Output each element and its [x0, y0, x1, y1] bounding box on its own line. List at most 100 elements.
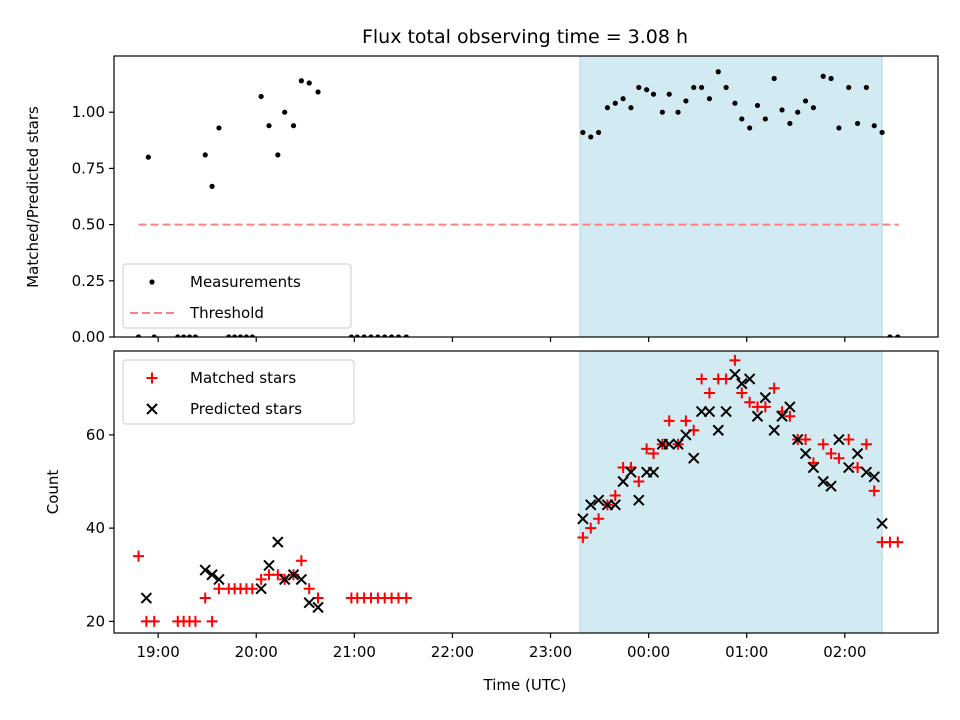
data-point-measurement [145, 154, 151, 160]
data-point-predicted-stars [672, 438, 684, 450]
data-point-matched-stars [609, 489, 621, 501]
data-point-predicted-stars [868, 471, 880, 483]
data-point-measurement [683, 98, 689, 104]
data-point-measurement [887, 334, 893, 337]
data-point-predicted-stars [799, 447, 812, 460]
data-point-matched-stars [729, 354, 741, 366]
data-point-measurement [348, 334, 354, 337]
data-point-measurement [620, 96, 626, 102]
data-point-measurement [828, 75, 834, 82]
data-point-matched-stars [696, 373, 708, 385]
data-point-measurement [779, 107, 785, 113]
data-point-matched-stars [213, 583, 225, 595]
data-point-predicted-stars [303, 596, 315, 609]
data-point-measurement [186, 334, 193, 337]
legend-marker-x [146, 403, 158, 415]
data-point-measurement [732, 100, 738, 106]
data-point-measurement [226, 334, 232, 337]
data-point-predicted-stars [663, 438, 675, 450]
data-point-matched-stars [817, 438, 829, 450]
data-point-measurement [135, 334, 142, 337]
data-point-measurement [306, 80, 312, 86]
data-point-matched-stars [255, 573, 267, 585]
top-y-axis-label: Matched/Predicted stars [24, 106, 42, 288]
data-point-measurement [636, 84, 642, 91]
bottom-legend-box [122, 359, 355, 425]
data-point-measurement [871, 123, 877, 129]
data-point-measurement [266, 123, 272, 129]
top-axes-frame [113, 55, 939, 338]
data-point-predicted-stars [851, 447, 864, 460]
data-point-measurement [595, 129, 602, 136]
data-point-predicted-stars [776, 410, 788, 422]
data-point-predicted-stars [807, 461, 820, 474]
top-legend-box [122, 263, 352, 329]
top-panel-flux-ratio: 0.00 0.25 0.50 0.75 1.00 Measurements Threshol… [72, 55, 939, 346]
data-point-matched-stars [303, 583, 315, 595]
data-point-predicted-stars [199, 564, 211, 576]
data-point-predicted-stars [759, 391, 772, 404]
data-point-matched-stars [703, 387, 715, 399]
data-point-predicted-stars [843, 461, 855, 474]
data-point-measurement [209, 183, 215, 189]
data-point-measurement [361, 334, 367, 337]
data-point-measurement [232, 334, 238, 337]
data-point-matched-stars [868, 485, 880, 497]
bottom-x-tick-label: 01:00 [725, 643, 768, 661]
data-point-matched-stars [663, 415, 675, 427]
data-point-measurement [258, 93, 264, 100]
data-point-predicted-stars [647, 466, 660, 478]
data-point-measurement [612, 100, 618, 106]
data-point-measurement [275, 152, 281, 158]
data-point-predicted-stars [751, 410, 764, 422]
data-point-measurement [628, 105, 634, 111]
bottom-axes-frame [113, 350, 939, 634]
data-point-measurement [754, 102, 761, 109]
data-point-matched-stars [295, 555, 307, 567]
bottom-x-tick-label: 22:00 [431, 643, 474, 661]
data-point-predicted-stars [712, 424, 724, 436]
data-point-measurement [237, 334, 244, 337]
legend-marker-dot [149, 279, 155, 285]
data-point-matched-stars [577, 531, 589, 543]
data-point-matched-stars [833, 452, 845, 464]
data-point-measurement [895, 334, 901, 337]
data-point-measurement [395, 334, 402, 337]
data-point-measurement [666, 91, 672, 97]
data-point-predicted-stars [577, 513, 589, 525]
data-point-predicted-stars [688, 452, 700, 464]
data-point-predicted-stars [585, 499, 597, 511]
data-point-measurement [723, 84, 729, 91]
x-axis-label: Time (UTC) [483, 676, 567, 694]
data-point-predicted-stars [703, 405, 716, 418]
data-point-predicted-stars [312, 601, 324, 614]
data-point-measurement [389, 334, 395, 337]
data-point-predicted-stars [633, 494, 645, 506]
data-point-measurement [315, 89, 321, 95]
data-point-matched-stars [680, 415, 692, 427]
data-point-predicted-stars [720, 405, 732, 418]
data-point-measurement [691, 84, 697, 91]
bottom-y-tick-label: 60 [86, 426, 105, 444]
data-point-measurement [863, 84, 869, 91]
data-point-matched-stars [585, 522, 597, 534]
data-point-predicted-stars [609, 499, 621, 511]
top-y-tick-label: 0.25 [72, 272, 105, 290]
top-y-tick-label: 0.75 [72, 159, 105, 177]
data-point-predicted-stars [295, 573, 308, 586]
data-point-measurement [787, 120, 793, 127]
data-point-predicted-stars [860, 466, 873, 478]
data-point-matched-stars [784, 410, 796, 422]
data-point-matched-stars [400, 592, 412, 604]
data-point-measurement [854, 120, 861, 127]
data-point-matched-stars [633, 476, 645, 488]
top-y-tick-label: 1.00 [72, 103, 105, 121]
bottom-data-layer [133, 354, 904, 627]
data-point-measurement [747, 125, 753, 131]
data-point-matched-stars [843, 434, 855, 446]
data-point-measurement [580, 129, 586, 136]
data-point-matched-stars [206, 615, 218, 627]
data-point-predicted-stars [768, 424, 780, 436]
data-point-predicted-stars [255, 583, 267, 595]
